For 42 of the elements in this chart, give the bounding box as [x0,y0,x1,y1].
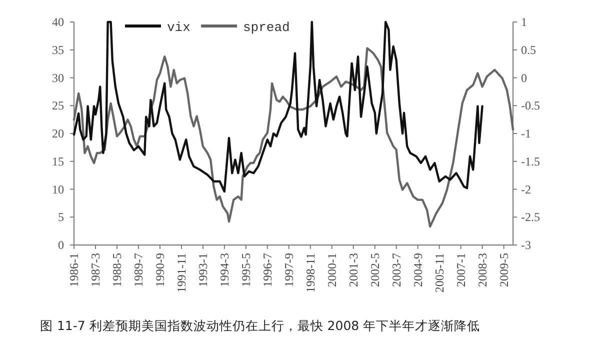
x-tick-label: 1995-5 [238,253,253,287]
y2-tick-label: -3 [521,238,531,252]
y2-tick-label: -1.5 [521,154,540,168]
y-tick-label: 0 [58,238,64,252]
y-tick-label: 25 [52,98,64,113]
x-tick-label: 1998-11 [303,253,318,293]
x-tick-label: 2002-5 [368,253,382,287]
x-tick-label: 1997-9 [282,253,296,287]
y-tick-label: 10 [52,182,64,196]
x-tick-label: 1991-11 [174,253,188,293]
x-tick-label: 2008-3 [475,253,490,287]
x-tick-label: 1988-5 [110,253,124,287]
x-tick-label: 2003-7 [389,253,404,287]
x-tick-label: 2004-9 [410,253,425,287]
x-tick-label: 2001-3 [346,253,360,287]
x-tick-label: 1987-3 [88,253,102,287]
caption: 图 11-7 利差预期美国指数波动性仍在上行，最快 2008 年下半年才逐渐降低 [40,318,480,333]
x-tick-label: 2007-1 [454,253,468,287]
y2-tick-label: -1 [521,126,531,140]
y2-tick-label: -2.5 [521,210,540,224]
y2-tick-label: -2 [521,182,531,196]
x-tick-label: 1990-9 [152,253,167,287]
x-tick-label: 1996-7 [260,253,274,287]
x-tick-label: 1994-3 [217,253,232,287]
legend-label: spread [243,20,290,35]
y2-tick-label: -0.5 [521,98,540,113]
y-tick-label: 30 [52,70,64,85]
y2-tick-label: 1 [521,15,527,29]
y-tick-label: 15 [52,154,64,168]
x-tick-label: 2009-5 [496,253,511,287]
legend-label: vix [167,20,191,35]
x-tick-label: 2000-1 [324,253,339,287]
y2-tick-label: 0 [521,70,527,85]
y-tick-label: 5 [58,210,64,224]
y-tick-label: 40 [52,15,64,29]
x-tick-label: 1989-7 [131,253,146,287]
x-tick-label: 2005-11 [432,253,446,293]
x-tick-label: 1993-1 [196,253,210,287]
y-tick-label: 20 [52,126,64,140]
y2-tick-label: 0.5 [521,42,536,57]
y-tick-label: 35 [52,42,64,57]
x-tick-label: 1986-1 [67,253,81,287]
